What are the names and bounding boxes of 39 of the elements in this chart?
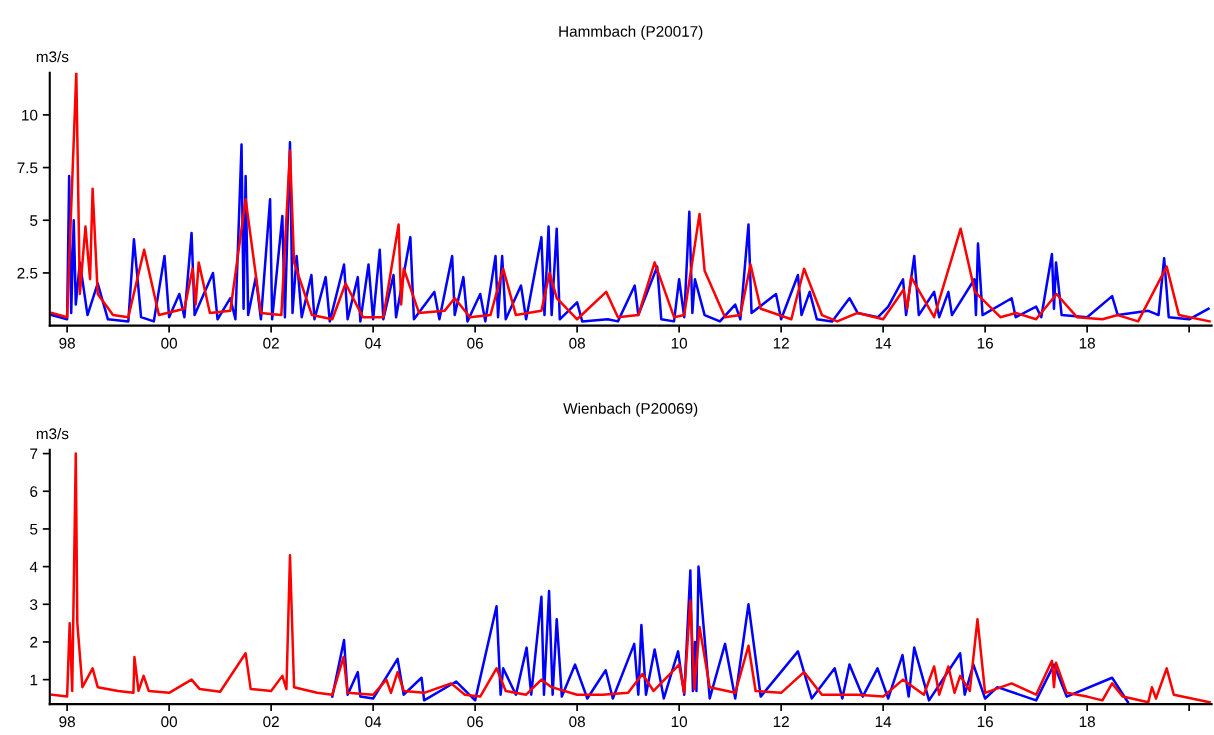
chart-title: Wienbach (P20069): [563, 402, 698, 417]
y-axis-title: m3/s: [36, 427, 69, 440]
x-tick-label: 18: [1079, 337, 1095, 349]
x-tick-label: 12: [773, 716, 789, 728]
x-tick-label: 00: [161, 716, 178, 728]
x-tick-label: 06: [467, 716, 483, 728]
x-tick-label: 98: [59, 716, 75, 728]
x-tick-label: 16: [977, 337, 993, 349]
y-tick-label: 10: [22, 109, 38, 121]
x-tick-label: 02: [263, 337, 279, 349]
x-tick-label: 02: [263, 716, 279, 728]
x-tick-label: 12: [773, 337, 789, 349]
y-axis-title: m3/s: [36, 50, 69, 63]
x-tick-label: 10: [671, 337, 688, 349]
x-tick-label: 00: [161, 337, 178, 349]
y-tick-label: 4: [29, 561, 38, 573]
x-tick-label: 08: [569, 716, 585, 728]
x-tick-label: 04: [365, 716, 382, 728]
x-tick-label: 04: [365, 337, 382, 349]
y-tick-label: 6: [30, 486, 38, 497]
x-tick-label: 14: [875, 716, 892, 728]
y-tick-label: 7.5: [17, 162, 38, 174]
line-series: [50, 452, 1211, 704]
x-tick-label: 08: [569, 337, 585, 349]
x-tick-label: 18: [1079, 716, 1095, 728]
y-tick-label: 2: [30, 636, 38, 648]
y-tick-label: 3: [30, 599, 38, 610]
x-tick-label: 14: [875, 337, 892, 349]
chart-title: Hammbach (P20017): [559, 25, 703, 40]
x-tick-label: 98: [59, 337, 75, 349]
y-tick-label: 5: [30, 215, 38, 226]
x-tick-label: 16: [977, 716, 993, 728]
y-tick-label: 1: [30, 674, 38, 686]
y-tick-label: 5: [30, 523, 38, 535]
x-tick-label: 10: [671, 716, 688, 728]
y-tick-label: 2.5: [17, 267, 38, 279]
y-tick-label: 7: [30, 448, 38, 460]
line-series: [50, 72, 1211, 323]
x-tick-label: 06: [467, 337, 483, 349]
